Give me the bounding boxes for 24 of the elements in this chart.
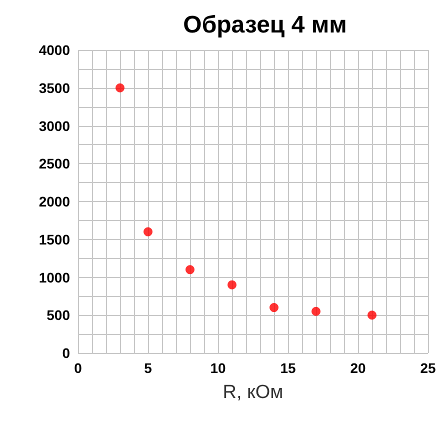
y-tick-label: 4000 <box>38 42 70 58</box>
y-tick-label: 3000 <box>38 118 70 134</box>
x-tick-label: 25 <box>420 360 436 376</box>
y-tick-label: 1000 <box>38 269 70 286</box>
point <box>186 265 194 274</box>
chart-title: Образец 4 мм <box>183 12 347 38</box>
point <box>144 227 152 236</box>
x-tick-label: 5 <box>144 360 152 376</box>
y-tick-label: 2000 <box>38 194 70 210</box>
x-tick-label: 20 <box>350 360 366 376</box>
point <box>312 306 320 316</box>
x-tick-label: 15 <box>280 360 296 376</box>
y-tick-label: 3500 <box>38 80 70 96</box>
y-tick-label: 500 <box>46 307 70 324</box>
y-tick-label: 2500 <box>38 156 70 172</box>
x-tick-label: 0 <box>74 360 82 376</box>
x-tick-label: 10 <box>210 360 226 376</box>
y-tick-label: 1500 <box>38 231 70 248</box>
point <box>228 280 236 290</box>
y-tick-label: 0 <box>62 345 70 361</box>
point <box>368 310 376 320</box>
point <box>116 83 124 92</box>
point <box>270 303 278 312</box>
x-axis-title: R, кОм <box>222 382 284 403</box>
